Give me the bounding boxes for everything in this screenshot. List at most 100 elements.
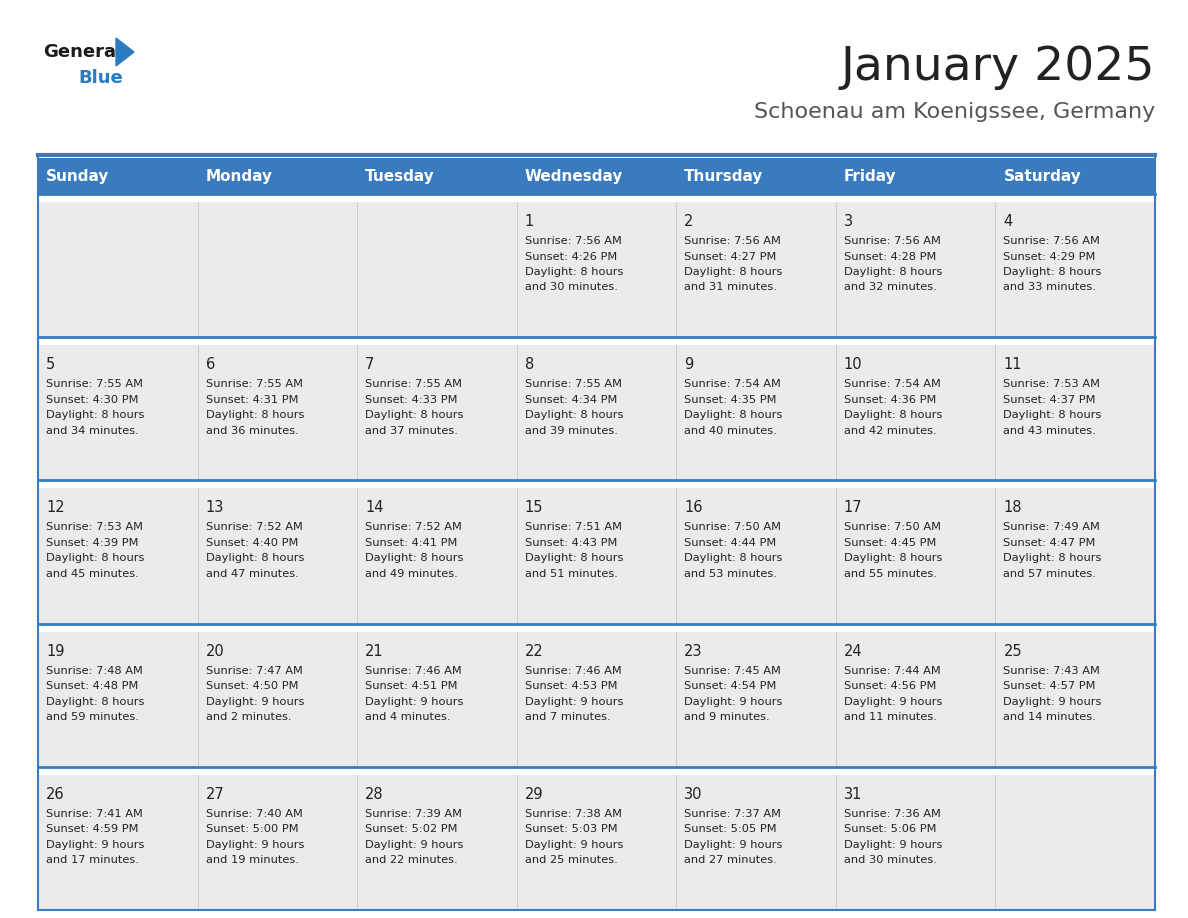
Text: 11: 11 bbox=[1004, 357, 1022, 372]
Text: and 39 minutes.: and 39 minutes. bbox=[525, 426, 618, 436]
Text: Daylight: 8 hours: Daylight: 8 hours bbox=[1004, 554, 1101, 564]
Text: Sunset: 4:29 PM: Sunset: 4:29 PM bbox=[1004, 252, 1095, 262]
Text: Sunrise: 7:53 AM: Sunrise: 7:53 AM bbox=[1004, 379, 1100, 389]
Text: Sunrise: 7:54 AM: Sunrise: 7:54 AM bbox=[843, 379, 941, 389]
Text: 16: 16 bbox=[684, 500, 703, 515]
Text: Sunset: 5:06 PM: Sunset: 5:06 PM bbox=[843, 824, 936, 834]
Text: Sunrise: 7:55 AM: Sunrise: 7:55 AM bbox=[365, 379, 462, 389]
Text: Sunset: 4:37 PM: Sunset: 4:37 PM bbox=[1004, 395, 1095, 405]
Text: Sunrise: 7:53 AM: Sunrise: 7:53 AM bbox=[46, 522, 143, 532]
Text: Daylight: 9 hours: Daylight: 9 hours bbox=[843, 697, 942, 707]
Text: 31: 31 bbox=[843, 787, 862, 801]
Text: and 14 minutes.: and 14 minutes. bbox=[1004, 712, 1097, 722]
Text: Sunset: 4:34 PM: Sunset: 4:34 PM bbox=[525, 395, 617, 405]
Text: Daylight: 8 hours: Daylight: 8 hours bbox=[206, 554, 304, 564]
Text: and 19 minutes.: and 19 minutes. bbox=[206, 856, 298, 866]
Text: Daylight: 8 hours: Daylight: 8 hours bbox=[843, 410, 942, 420]
Text: and 36 minutes.: and 36 minutes. bbox=[206, 426, 298, 436]
Text: 29: 29 bbox=[525, 787, 543, 801]
Text: January 2025: January 2025 bbox=[840, 46, 1155, 91]
Text: Sunrise: 7:45 AM: Sunrise: 7:45 AM bbox=[684, 666, 782, 676]
Text: Sunset: 4:33 PM: Sunset: 4:33 PM bbox=[365, 395, 457, 405]
Text: Sunrise: 7:55 AM: Sunrise: 7:55 AM bbox=[525, 379, 621, 389]
Text: and 34 minutes.: and 34 minutes. bbox=[46, 426, 139, 436]
Text: Daylight: 8 hours: Daylight: 8 hours bbox=[46, 410, 145, 420]
Text: Daylight: 9 hours: Daylight: 9 hours bbox=[684, 840, 783, 850]
Text: 4: 4 bbox=[1004, 214, 1012, 229]
Text: Blue: Blue bbox=[78, 69, 122, 87]
Text: Sunrise: 7:51 AM: Sunrise: 7:51 AM bbox=[525, 522, 621, 532]
Text: and 43 minutes.: and 43 minutes. bbox=[1004, 426, 1097, 436]
Bar bbox=[38, 775, 1155, 910]
Text: and 57 minutes.: and 57 minutes. bbox=[1004, 569, 1097, 579]
Text: Sunset: 4:39 PM: Sunset: 4:39 PM bbox=[46, 538, 139, 548]
Bar bbox=[38, 202, 1155, 337]
Text: Sunset: 4:59 PM: Sunset: 4:59 PM bbox=[46, 824, 139, 834]
Polygon shape bbox=[116, 38, 134, 66]
Text: and 59 minutes.: and 59 minutes. bbox=[46, 712, 139, 722]
Text: 9: 9 bbox=[684, 357, 694, 372]
Bar bbox=[38, 488, 1155, 623]
Text: Sunset: 4:44 PM: Sunset: 4:44 PM bbox=[684, 538, 777, 548]
Text: and 49 minutes.: and 49 minutes. bbox=[365, 569, 457, 579]
Text: Sunrise: 7:54 AM: Sunrise: 7:54 AM bbox=[684, 379, 782, 389]
Text: Daylight: 8 hours: Daylight: 8 hours bbox=[525, 554, 623, 564]
Text: Sunrise: 7:41 AM: Sunrise: 7:41 AM bbox=[46, 809, 143, 819]
Text: Daylight: 8 hours: Daylight: 8 hours bbox=[206, 410, 304, 420]
Text: Sunset: 4:40 PM: Sunset: 4:40 PM bbox=[206, 538, 298, 548]
Text: Daylight: 8 hours: Daylight: 8 hours bbox=[46, 697, 145, 707]
Text: Daylight: 8 hours: Daylight: 8 hours bbox=[1004, 267, 1101, 277]
Text: Daylight: 8 hours: Daylight: 8 hours bbox=[684, 267, 783, 277]
Text: Sunset: 4:56 PM: Sunset: 4:56 PM bbox=[843, 681, 936, 691]
Text: Sunrise: 7:46 AM: Sunrise: 7:46 AM bbox=[525, 666, 621, 676]
Text: Sunrise: 7:56 AM: Sunrise: 7:56 AM bbox=[843, 236, 941, 246]
Text: Sunrise: 7:52 AM: Sunrise: 7:52 AM bbox=[365, 522, 462, 532]
Text: 6: 6 bbox=[206, 357, 215, 372]
Text: Sunday: Sunday bbox=[46, 169, 109, 184]
Text: 22: 22 bbox=[525, 644, 543, 658]
Text: Daylight: 9 hours: Daylight: 9 hours bbox=[365, 840, 463, 850]
Text: Sunrise: 7:55 AM: Sunrise: 7:55 AM bbox=[46, 379, 143, 389]
Text: Daylight: 9 hours: Daylight: 9 hours bbox=[206, 697, 304, 707]
Text: and 25 minutes.: and 25 minutes. bbox=[525, 856, 618, 866]
Text: Sunset: 4:45 PM: Sunset: 4:45 PM bbox=[843, 538, 936, 548]
Text: Sunset: 5:02 PM: Sunset: 5:02 PM bbox=[365, 824, 457, 834]
Text: Sunset: 4:54 PM: Sunset: 4:54 PM bbox=[684, 681, 777, 691]
Text: Sunset: 4:57 PM: Sunset: 4:57 PM bbox=[1004, 681, 1095, 691]
Text: Sunset: 4:35 PM: Sunset: 4:35 PM bbox=[684, 395, 777, 405]
Text: Sunrise: 7:49 AM: Sunrise: 7:49 AM bbox=[1004, 522, 1100, 532]
Text: 5: 5 bbox=[46, 357, 56, 372]
Text: and 11 minutes.: and 11 minutes. bbox=[843, 712, 936, 722]
Text: Sunrise: 7:50 AM: Sunrise: 7:50 AM bbox=[843, 522, 941, 532]
Text: Sunset: 4:51 PM: Sunset: 4:51 PM bbox=[365, 681, 457, 691]
Text: and 7 minutes.: and 7 minutes. bbox=[525, 712, 611, 722]
Text: 18: 18 bbox=[1004, 500, 1022, 515]
Text: Sunrise: 7:43 AM: Sunrise: 7:43 AM bbox=[1004, 666, 1100, 676]
Text: Schoenau am Koenigssee, Germany: Schoenau am Koenigssee, Germany bbox=[753, 102, 1155, 122]
Text: Daylight: 8 hours: Daylight: 8 hours bbox=[365, 410, 463, 420]
Text: Sunset: 4:41 PM: Sunset: 4:41 PM bbox=[365, 538, 457, 548]
Text: 23: 23 bbox=[684, 644, 703, 658]
Text: Sunrise: 7:56 AM: Sunrise: 7:56 AM bbox=[684, 236, 782, 246]
Text: Daylight: 8 hours: Daylight: 8 hours bbox=[46, 554, 145, 564]
Text: Daylight: 8 hours: Daylight: 8 hours bbox=[525, 410, 623, 420]
Text: Daylight: 8 hours: Daylight: 8 hours bbox=[365, 554, 463, 564]
Text: 2: 2 bbox=[684, 214, 694, 229]
Text: Sunset: 4:27 PM: Sunset: 4:27 PM bbox=[684, 252, 777, 262]
Text: Sunset: 4:36 PM: Sunset: 4:36 PM bbox=[843, 395, 936, 405]
Text: and 9 minutes.: and 9 minutes. bbox=[684, 712, 770, 722]
Text: Sunset: 4:26 PM: Sunset: 4:26 PM bbox=[525, 252, 617, 262]
Text: Sunrise: 7:39 AM: Sunrise: 7:39 AM bbox=[365, 809, 462, 819]
Text: Sunset: 5:05 PM: Sunset: 5:05 PM bbox=[684, 824, 777, 834]
Text: Saturday: Saturday bbox=[1004, 169, 1081, 184]
Text: Daylight: 9 hours: Daylight: 9 hours bbox=[525, 840, 623, 850]
Text: 3: 3 bbox=[843, 214, 853, 229]
Text: 14: 14 bbox=[365, 500, 384, 515]
Text: and 31 minutes.: and 31 minutes. bbox=[684, 283, 777, 293]
Text: Sunrise: 7:40 AM: Sunrise: 7:40 AM bbox=[206, 809, 303, 819]
Text: Sunset: 4:31 PM: Sunset: 4:31 PM bbox=[206, 395, 298, 405]
Text: and 37 minutes.: and 37 minutes. bbox=[365, 426, 459, 436]
Text: Sunrise: 7:38 AM: Sunrise: 7:38 AM bbox=[525, 809, 621, 819]
Text: Daylight: 8 hours: Daylight: 8 hours bbox=[684, 410, 783, 420]
Text: Sunrise: 7:47 AM: Sunrise: 7:47 AM bbox=[206, 666, 303, 676]
